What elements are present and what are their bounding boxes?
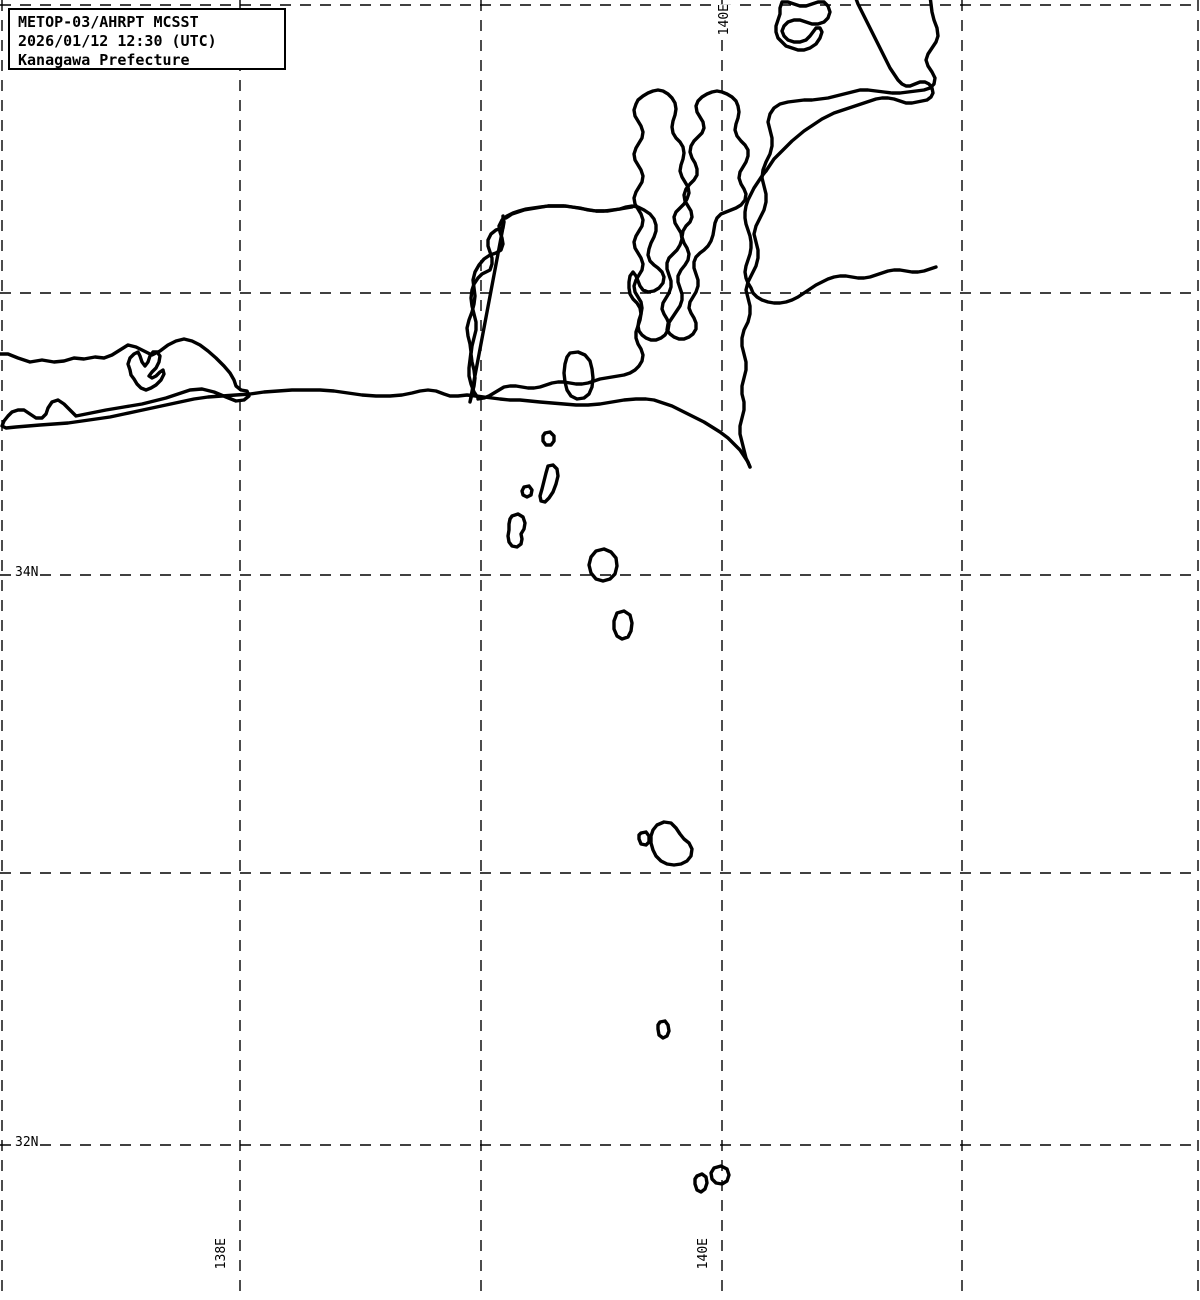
island-shikinejima — [520, 484, 534, 499]
coast-sagami-north — [504, 204, 634, 220]
island-toshima — [541, 430, 556, 447]
island-niijima — [538, 463, 560, 504]
coast-lake-hamana — [126, 350, 166, 392]
island-aogashima — [656, 1019, 671, 1040]
coastline-group — [0, 0, 940, 469]
lon-label-140E-top: 140E — [717, 4, 732, 36]
coast-honshu-sagami — [465, 204, 666, 401]
coast-tokyo-bay-west — [632, 88, 691, 342]
lat-label-32N: 32N — [14, 1135, 40, 1150]
island-izu-oshima — [562, 350, 595, 401]
island-bayonnaise-rocks — [693, 1172, 709, 1194]
island-hachijojima — [649, 820, 694, 867]
lat-label-34N: 34N — [14, 565, 40, 580]
lon-label-140E-bottom: 140E — [696, 1238, 711, 1270]
island-hachijokojima — [637, 830, 651, 847]
coast-top-right-lake — [774, 0, 832, 52]
island-miyakejima — [587, 547, 619, 583]
coast-boso-south — [751, 265, 938, 305]
title-line-product: METOP-03/AHRPT MCSST — [18, 13, 199, 31]
island-kozushima — [506, 512, 527, 549]
title-box: METOP-03/AHRPT MCSST 2026/01/12 12:30 (U… — [8, 8, 286, 70]
lon-label-138E-bottom: 138E — [214, 1238, 229, 1270]
coast-izu-peninsula — [738, 0, 940, 469]
island-sumisujima — [709, 1164, 731, 1186]
island-mikurajima — [612, 609, 634, 641]
coast-boso-peninsula — [665, 89, 750, 341]
island-group — [506, 350, 731, 1194]
coast-atsumi-mikawa — [0, 337, 752, 469]
title-line-region: Kanagawa Prefecture — [18, 51, 190, 69]
coast-tokyo-bay-north — [743, 169, 768, 295]
title-line-datetime: 2026/01/12 12:30 (UTC) — [18, 32, 217, 50]
coast-boso-east — [764, 0, 935, 173]
